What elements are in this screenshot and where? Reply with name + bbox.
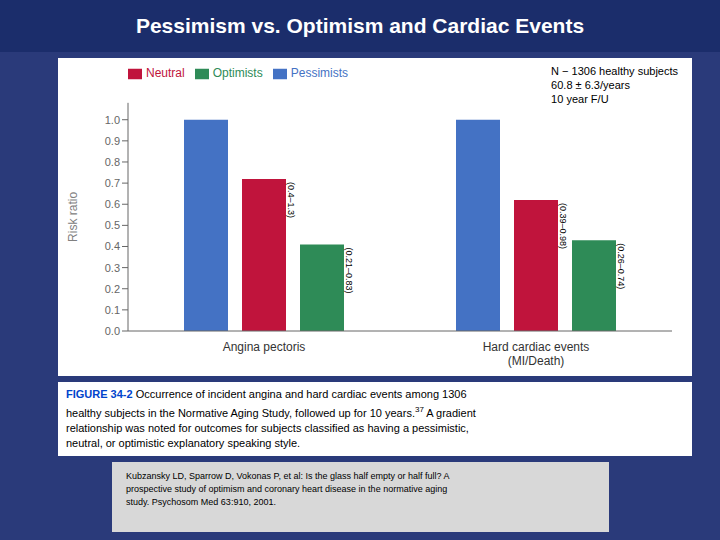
svg-text:(0.21–0.83): (0.21–0.83) [344,247,354,293]
svg-text:0.5: 0.5 [105,219,120,231]
svg-text:Angina pectoris: Angina pectoris [223,340,306,354]
svg-text:0.8: 0.8 [105,156,120,168]
html-text:N − 1306 healthy subjects 60.8: N − 1306 healthy subjects 60.8 ± 6.3/yea… [551,65,678,105]
html-text:Neutral: Neutral [146,66,185,80]
svg-text:(0.39–0.98): (0.39–0.98) [558,203,568,249]
html-text:FIGURE 34-2 Occurrence of inci: FIGURE 34-2 Occurrence of incident angin… [66,388,476,449]
svg-text:0.7: 0.7 [105,177,120,189]
svg-text:(0.4–1.3): (0.4–1.3) [286,182,296,218]
svg-text:0.4: 0.4 [105,240,120,252]
svg-text:Hard cardiac events(MI/Death): Hard cardiac events(MI/Death) [483,340,590,368]
html-text:Optimists: Optimists [212,66,263,80]
svg-text:0.3: 0.3 [105,262,120,274]
svg-text:Risk ratio: Risk ratio [66,192,80,242]
svg-text:(0.26–0.74): (0.26–0.74) [616,243,626,289]
html-text:Pessimists: Pessimists [290,66,348,80]
svg-text:0.0: 0.0 [105,325,120,337]
svg-text:1.0: 1.0 [105,114,120,126]
html-text:Pessimism vs. Optimism and Car: Pessimism vs. Optimism and Cardiac Event… [135,14,585,37]
html-text:Kubzansky LD, Sparrow D, Vokon: Kubzansky LD, Sparrow D, Vokonas P, et a… [126,471,450,507]
svg-text:0.2: 0.2 [105,283,120,295]
svg-text:0.1: 0.1 [105,304,120,316]
svg-text:0.6: 0.6 [105,198,120,210]
svg-text:0.9: 0.9 [105,135,120,147]
